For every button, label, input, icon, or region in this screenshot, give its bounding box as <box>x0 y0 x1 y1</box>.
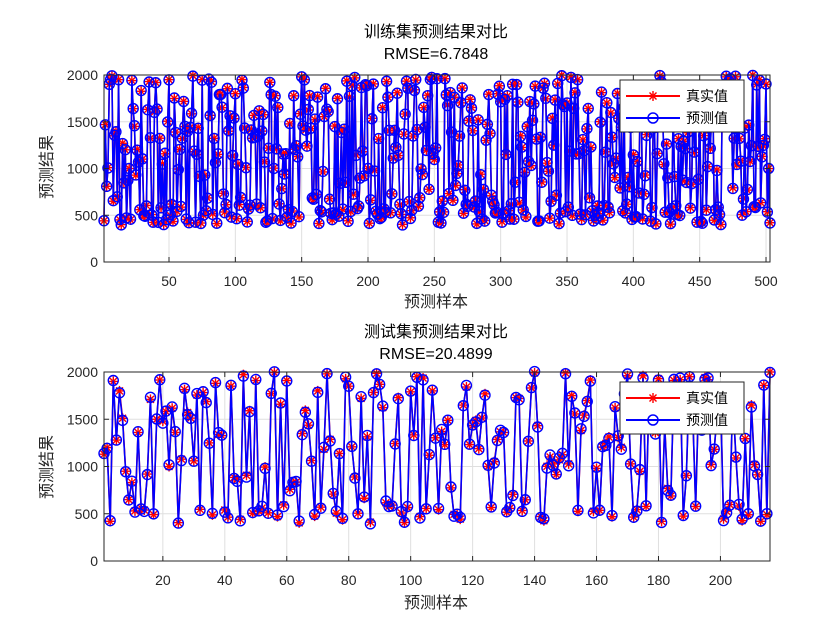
train-legend[interactable]: 真实值 预测值 <box>619 79 745 133</box>
y-tick-label: 2000 <box>67 364 98 380</box>
x-tick-label: 450 <box>688 273 712 289</box>
y-tick-label: 1000 <box>67 459 98 475</box>
x-tick-label: 200 <box>356 273 380 289</box>
x-tick-label: 250 <box>423 273 447 289</box>
x-tick-label: 500 <box>754 273 778 289</box>
legend-real-label: 真实值 <box>686 391 728 407</box>
y-tick-label: 1500 <box>67 114 98 130</box>
x-tick-label: 300 <box>489 273 513 289</box>
real-point <box>211 218 222 229</box>
train-title: 训练集预测结果对比 <box>364 22 508 41</box>
test-x-label: 预测样本 <box>404 593 468 612</box>
y-tick-label: 1500 <box>67 411 98 427</box>
legend-real-label: 真实值 <box>686 89 728 105</box>
x-tick-label: 120 <box>461 572 485 588</box>
legend-pred-label: 预测值 <box>686 413 728 429</box>
x-tick-label: 50 <box>161 273 177 289</box>
x-tick-label: 40 <box>217 572 233 588</box>
y-tick-label: 2000 <box>67 67 98 83</box>
x-tick-label: 60 <box>279 572 295 588</box>
x-tick-label: 350 <box>555 273 579 289</box>
real-point <box>320 83 331 94</box>
train-rmse: RMSE=6.7848 <box>384 46 489 63</box>
train-x-label: 预测样本 <box>404 292 468 311</box>
test-title: 测试集预测结果对比 <box>364 322 508 341</box>
x-tick-label: 140 <box>523 572 547 588</box>
legend-pred-label: 预测值 <box>686 111 728 127</box>
legend-real-marker <box>648 91 658 101</box>
test-legend[interactable]: 真实值 预测值 <box>619 381 745 435</box>
y-tick-label: 0 <box>90 254 98 270</box>
x-tick-label: 100 <box>399 572 423 588</box>
test-rmse: RMSE=20.4899 <box>379 346 493 363</box>
x-tick-label: 160 <box>585 572 609 588</box>
x-tick-label: 80 <box>341 572 357 588</box>
test-y-label: 预测结果 <box>37 435 56 499</box>
train-plot-area <box>98 69 776 263</box>
legend-real-marker <box>648 393 658 403</box>
x-tick-label: 150 <box>290 273 314 289</box>
x-tick-label: 180 <box>647 572 671 588</box>
train-subplot: 训练集预测结果对比 RMSE=6.7848 50 100 150 200 250 300 3… <box>37 22 778 311</box>
x-tick-label: 200 <box>709 572 733 588</box>
y-tick-label: 0 <box>90 553 98 569</box>
real-point <box>483 89 494 100</box>
x-tick-label: 100 <box>224 273 248 289</box>
y-tick-label: 1000 <box>67 161 98 177</box>
train-y-label: 预测结果 <box>37 135 56 199</box>
x-tick-label: 20 <box>155 572 171 588</box>
y-tick-label: 500 <box>75 207 99 223</box>
x-tick-label: 400 <box>622 273 646 289</box>
y-tick-label: 500 <box>75 506 99 522</box>
test-subplot: 测试集预测结果对比 RMSE=20.4899 20 40 60 80 100 120 140… <box>37 322 776 612</box>
